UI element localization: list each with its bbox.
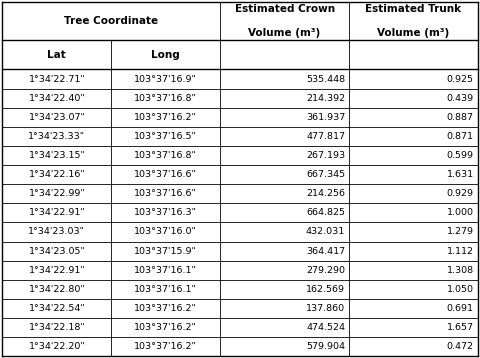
- Text: 1°34'22.18": 1°34'22.18": [28, 323, 85, 332]
- Text: 214.256: 214.256: [306, 189, 345, 198]
- Text: 432.031: 432.031: [306, 227, 345, 237]
- Text: 103°37'16.3": 103°37'16.3": [134, 208, 197, 217]
- Text: 1°34'22.91": 1°34'22.91": [28, 266, 85, 275]
- Text: 1.050: 1.050: [447, 285, 474, 294]
- Text: 1°34'23.05": 1°34'23.05": [28, 247, 85, 256]
- Text: 477.817: 477.817: [306, 132, 345, 141]
- Text: 103°37'16.2": 103°37'16.2": [134, 342, 197, 351]
- Text: 474.524: 474.524: [306, 323, 345, 332]
- Text: 0.439: 0.439: [446, 94, 474, 103]
- Text: 0.925: 0.925: [447, 74, 474, 83]
- Text: 103°37'16.9": 103°37'16.9": [134, 74, 197, 83]
- Text: Lat: Lat: [48, 50, 66, 60]
- Text: 103°37'16.1": 103°37'16.1": [134, 285, 197, 294]
- Text: Estimated Crown

Volume (m³): Estimated Crown Volume (m³): [235, 4, 335, 38]
- Text: 103°37'16.8": 103°37'16.8": [134, 94, 197, 103]
- Text: Estimated Trunk

Volume (m³): Estimated Trunk Volume (m³): [365, 4, 461, 38]
- Text: 0.472: 0.472: [447, 342, 474, 351]
- Text: 0.599: 0.599: [447, 151, 474, 160]
- Text: 214.392: 214.392: [306, 94, 345, 103]
- Text: 1.112: 1.112: [447, 247, 474, 256]
- Text: 0.691: 0.691: [447, 304, 474, 313]
- Text: 103°37'16.6": 103°37'16.6": [134, 189, 197, 198]
- Text: Tree Coordinate: Tree Coordinate: [64, 16, 158, 26]
- Text: 0.887: 0.887: [447, 113, 474, 122]
- Text: 103°37'15.9": 103°37'15.9": [134, 247, 197, 256]
- Text: 1°34'22.40": 1°34'22.40": [28, 94, 85, 103]
- Text: 667.345: 667.345: [306, 170, 345, 179]
- Text: 0.929: 0.929: [447, 189, 474, 198]
- Text: 535.448: 535.448: [306, 74, 345, 83]
- Text: 162.569: 162.569: [306, 285, 345, 294]
- Text: 1.657: 1.657: [447, 323, 474, 332]
- Text: 1°34'22.54": 1°34'22.54": [28, 304, 85, 313]
- Text: 364.417: 364.417: [306, 247, 345, 256]
- Text: 1.308: 1.308: [446, 266, 474, 275]
- Text: 1°34'22.91": 1°34'22.91": [28, 208, 85, 217]
- Text: 1°34'22.16": 1°34'22.16": [28, 170, 85, 179]
- Text: Long: Long: [151, 50, 180, 60]
- Text: 1.631: 1.631: [446, 170, 474, 179]
- Text: 1.279: 1.279: [447, 227, 474, 237]
- Text: 103°37'16.2": 103°37'16.2": [134, 323, 197, 332]
- Text: 579.904: 579.904: [306, 342, 345, 351]
- Text: 103°37'16.6": 103°37'16.6": [134, 170, 197, 179]
- Text: 103°37'16.8": 103°37'16.8": [134, 151, 197, 160]
- Text: 103°37'16.0": 103°37'16.0": [134, 227, 197, 237]
- Text: 1°34'23.07": 1°34'23.07": [28, 113, 85, 122]
- Text: 0.871: 0.871: [447, 132, 474, 141]
- Text: 1.000: 1.000: [447, 208, 474, 217]
- Text: 103°37'16.2": 103°37'16.2": [134, 113, 197, 122]
- Text: 103°37'16.1": 103°37'16.1": [134, 266, 197, 275]
- Text: 103°37'16.2": 103°37'16.2": [134, 304, 197, 313]
- Text: 1°34'23.03": 1°34'23.03": [28, 227, 85, 237]
- Text: 1°34'22.71": 1°34'22.71": [28, 74, 85, 83]
- Text: 1°34'23.33": 1°34'23.33": [28, 132, 85, 141]
- Text: 1°34'22.99": 1°34'22.99": [28, 189, 85, 198]
- Text: 103°37'16.5": 103°37'16.5": [134, 132, 197, 141]
- Text: 1°34'23.15": 1°34'23.15": [28, 151, 85, 160]
- Text: 1°34'22.20": 1°34'22.20": [28, 342, 85, 351]
- Text: 1°34'22.80": 1°34'22.80": [28, 285, 85, 294]
- Text: 137.860: 137.860: [306, 304, 345, 313]
- Text: 664.825: 664.825: [306, 208, 345, 217]
- Text: 279.290: 279.290: [306, 266, 345, 275]
- Text: 267.193: 267.193: [306, 151, 345, 160]
- Text: 361.937: 361.937: [306, 113, 345, 122]
